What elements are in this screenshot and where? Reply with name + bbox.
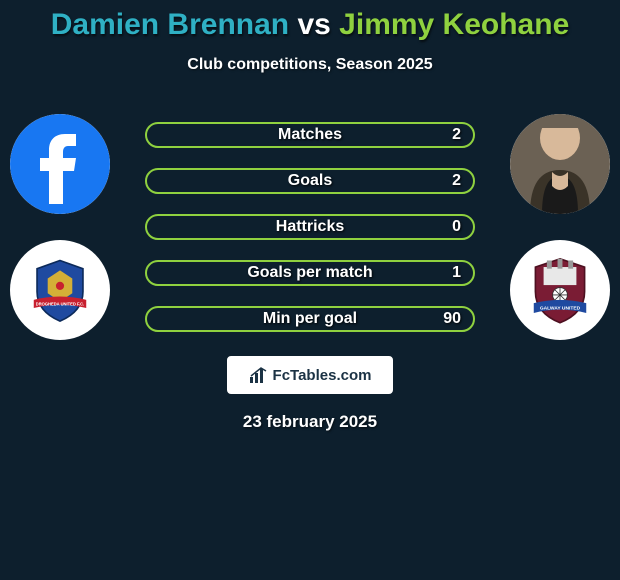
stat-row-matches: Matches 2 (145, 122, 475, 148)
stat-label: Goals (288, 172, 332, 190)
player1-name: Damien Brennan (51, 8, 289, 41)
watermark: FcTables.com (227, 356, 393, 394)
svg-text:GALWAY UNITED: GALWAY UNITED (540, 306, 581, 312)
galway-crest-icon: GALWAY UNITED (519, 249, 601, 331)
stat-label: Hattricks (276, 218, 344, 236)
stat-label: Matches (278, 126, 342, 144)
stat-row-hattricks: Hattricks 0 (145, 214, 475, 240)
stat-right-value: 1 (452, 264, 461, 282)
comparison-title: Damien Brennan vs Jimmy Keohane (0, 0, 620, 42)
right-avatars: GALWAY UNITED (510, 114, 610, 340)
watermark-text: FcTables.com (273, 367, 372, 384)
player2-name: Jimmy Keohane (339, 8, 569, 41)
date-text: 23 february 2025 (0, 412, 620, 432)
left-avatars: DROGHEDA UNITED F.C. (10, 114, 110, 340)
svg-text:DROGHEDA UNITED F.C.: DROGHEDA UNITED F.C. (36, 302, 85, 307)
vs-text: vs (297, 8, 330, 41)
stat-row-goals: Goals 2 (145, 168, 475, 194)
player1-club-crest: DROGHEDA UNITED F.C. (10, 240, 110, 340)
stat-right-value: 2 (452, 126, 461, 144)
stats-container: Matches 2 Goals 2 Hattricks 0 Goals per … (145, 114, 475, 332)
stat-row-min-per-goal: Min per goal 90 (145, 306, 475, 332)
content-area: DROGHEDA UNITED F.C. (0, 114, 620, 432)
stat-row-goals-per-match: Goals per match 1 (145, 260, 475, 286)
stat-right-value: 2 (452, 172, 461, 190)
facebook-logo-icon (10, 114, 110, 214)
bars-icon (249, 367, 269, 383)
player2-avatar (510, 114, 610, 214)
player1-avatar (10, 114, 110, 214)
player-photo-icon (510, 114, 610, 214)
stat-right-value: 90 (443, 310, 461, 328)
stat-label: Min per goal (263, 310, 357, 328)
stat-label: Goals per match (247, 264, 372, 282)
drogheda-crest-icon: DROGHEDA UNITED F.C. (19, 249, 101, 331)
subtitle: Club competitions, Season 2025 (0, 56, 620, 74)
stat-right-value: 0 (452, 218, 461, 236)
player2-club-crest: GALWAY UNITED (510, 240, 610, 340)
